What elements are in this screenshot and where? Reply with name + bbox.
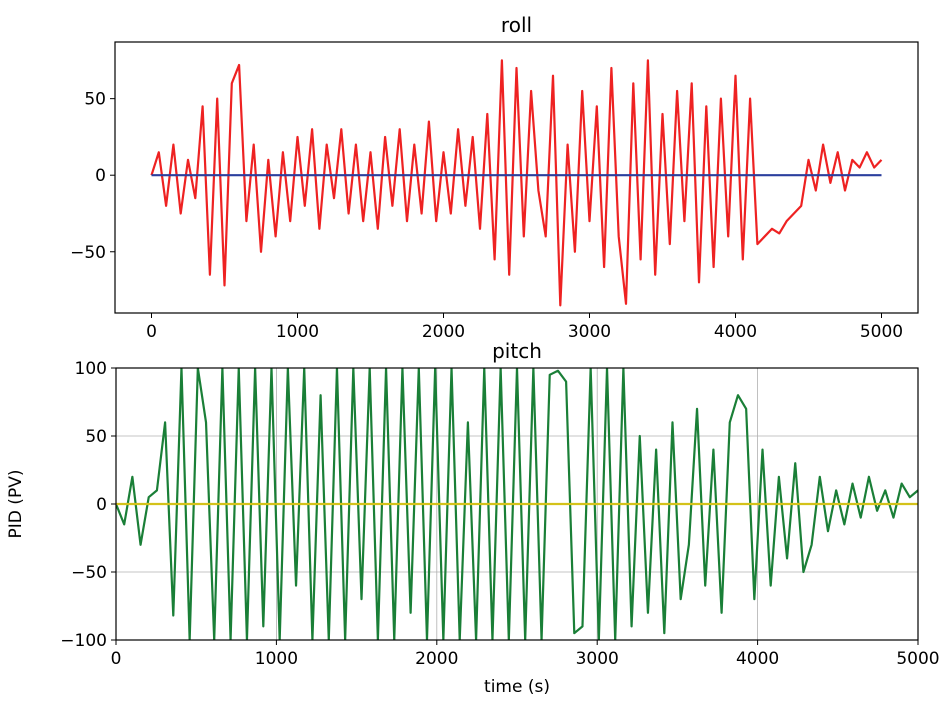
x-tick-label: 1000	[276, 322, 319, 342]
x-tick-label: 1000	[255, 649, 298, 669]
y-tick-label: −50	[70, 243, 106, 263]
plot-area	[150, 59, 883, 307]
series-line-roll-PID	[150, 59, 883, 307]
y-tick-label: 100	[75, 359, 107, 379]
x-tick-label: 5000	[896, 649, 939, 669]
y-tick-label: −50	[71, 563, 107, 583]
x-axis-label: time (s)	[484, 677, 550, 697]
axes-frame	[114, 41, 919, 314]
x-tick-label: 3000	[568, 322, 611, 342]
x-tick-label: 4000	[714, 322, 757, 342]
chart-title: roll	[501, 13, 532, 37]
x-tick-label: 2000	[422, 322, 465, 342]
pitch-axes: 0 1000 2000 3000 4000 5000 −100 −50 0 50 100 pitch t…	[6, 339, 940, 697]
y-tick-label: 0	[95, 166, 106, 186]
x-tick-label: 0	[146, 322, 157, 342]
y-tick-label: 0	[96, 495, 107, 515]
x-tick-label: 3000	[576, 649, 619, 669]
x-tick-label: 5000	[860, 322, 903, 342]
y-tick-label: −100	[60, 631, 107, 651]
x-tick-label: 0	[111, 649, 122, 669]
chart-title: pitch	[492, 339, 542, 363]
y-tick-label: 50	[85, 427, 107, 447]
x-tick-label: 4000	[736, 649, 779, 669]
series-line-pitch-PID	[116, 368, 918, 640]
x-tick-label: 2000	[415, 649, 458, 669]
y-axis-label: PID (PV)	[6, 470, 26, 539]
y-tick-label: 50	[84, 90, 106, 110]
plot-area	[116, 368, 918, 640]
roll-axes: 0 1000 2000 3000 4000 5000 −50 0 50 roll	[70, 13, 919, 342]
